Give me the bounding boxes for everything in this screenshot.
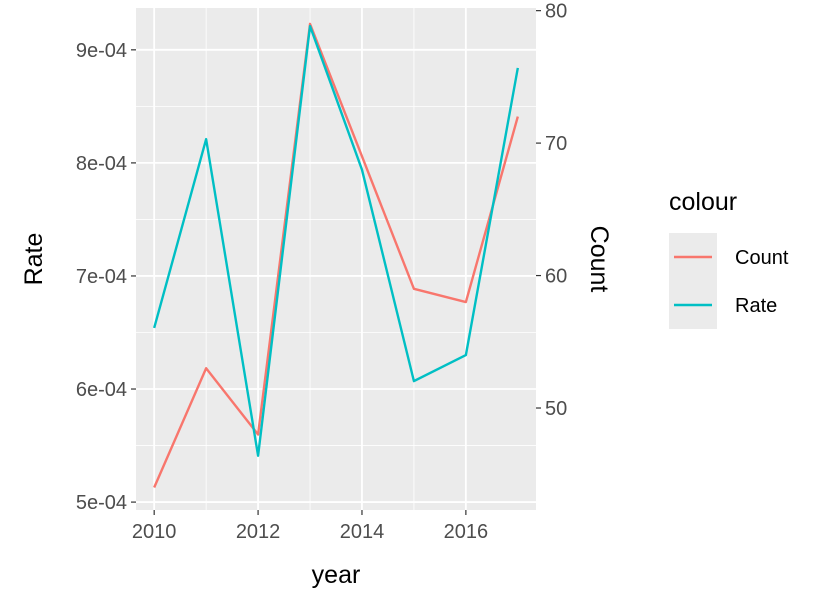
right-y-axis-title: Count [585, 226, 613, 293]
left-tick-label: 9e-04 [76, 40, 127, 62]
left-tick-label: 6e-04 [76, 379, 127, 401]
x-tick-label: 2010 [132, 521, 177, 543]
x-tick-label: 2014 [340, 521, 385, 543]
panel-background [136, 8, 536, 510]
left-tick-label: 5e-04 [76, 492, 127, 514]
right-tick-label: 50 [545, 398, 567, 420]
legend-item-rate: Rate [669, 281, 777, 329]
right-tick-label: 70 [545, 133, 567, 155]
legend-label: Rate [735, 295, 777, 317]
legend-items: Count Rate [669, 233, 789, 329]
series-lines [153, 22, 520, 488]
x-axis: 2010 2012 2014 2016 [132, 510, 488, 543]
x-tick-label: 2016 [444, 521, 489, 543]
left-tick-label: 8e-04 [76, 153, 127, 175]
legend: colour Count Rate [669, 188, 789, 329]
right-y-axis: 50 60 70 80 [536, 1, 567, 420]
series-line-count [153, 22, 519, 488]
left-tick-label: 7e-04 [76, 266, 127, 288]
legend-item-count: Count [669, 233, 789, 281]
legend-label: Count [735, 247, 789, 269]
x-axis-title: year [312, 561, 361, 589]
legend-title: colour [669, 188, 737, 216]
right-tick-label: 80 [545, 1, 567, 23]
major-gridlines [136, 8, 536, 510]
minor-gridlines [136, 8, 536, 510]
right-tick-label: 60 [545, 266, 567, 288]
series-line-rate [153, 24, 520, 457]
x-tick-label: 2012 [236, 521, 281, 543]
left-y-axis-title: Rate [20, 233, 48, 286]
left-y-axis: 5e-04 6e-04 7e-04 8e-04 9e-04 [76, 40, 136, 514]
